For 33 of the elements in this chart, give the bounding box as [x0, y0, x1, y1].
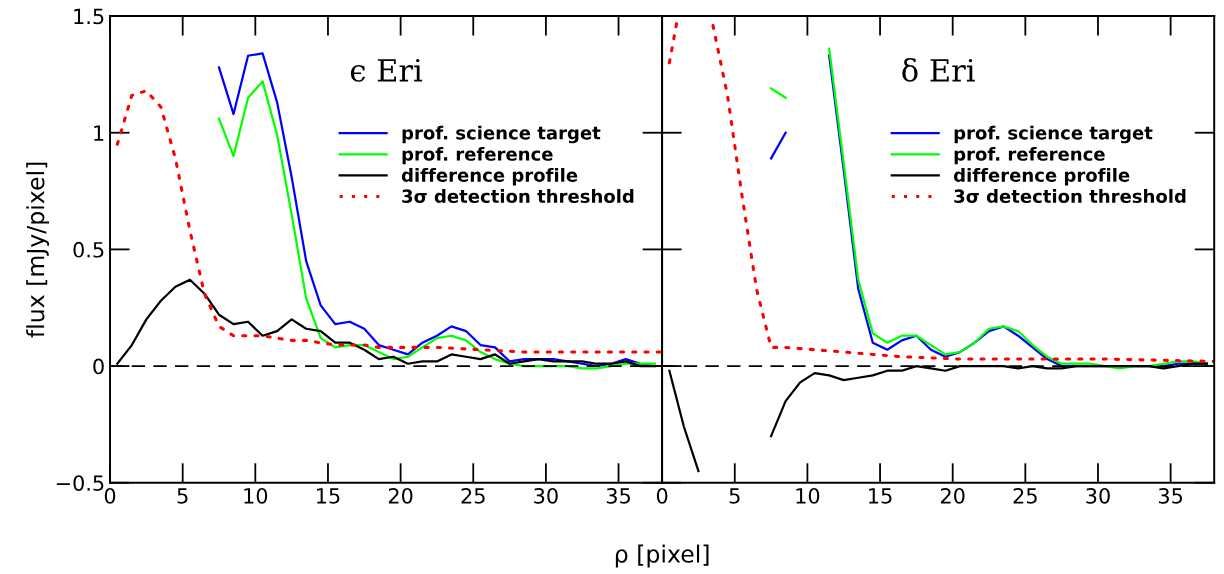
x-tick-label: 10 [244, 487, 268, 504]
legend-label: difference profile [953, 167, 1130, 186]
text: ϵ Eri [350, 58, 423, 82]
x-tick-label: 5 [177, 488, 188, 504]
x-tick-label: 30 [534, 487, 558, 504]
x-tick-label: 10 [796, 487, 820, 504]
x-tick-label: 15 [317, 488, 340, 504]
y-tick-label: 1 [94, 125, 104, 141]
legend-label: prof. reference [402, 146, 553, 165]
x-tick-label: 0 [104, 487, 116, 504]
legend-label: difference profile [401, 167, 578, 186]
x-axis-title: ρ [pixel] [615, 544, 709, 568]
y-tick-label: −0.5 [56, 475, 104, 491]
x-tick-label: 5 [729, 488, 740, 504]
x-tick-label: 20 [388, 487, 413, 504]
x-tick-label: 20 [940, 487, 965, 504]
x-tick-label: 15 [869, 488, 892, 504]
legend-label: prof. science target [402, 125, 601, 144]
y-tick-label: 1.5 [74, 8, 104, 25]
y-tick-label: 0 [93, 358, 104, 375]
legend-label: 3σ detection threshold [402, 189, 634, 204]
y-axis-title: flux [mJy/pixel] [26, 162, 50, 338]
y-tick-label: 0.5 [73, 241, 104, 258]
legend-label: prof. science target [954, 125, 1153, 144]
legend-label: 3σ detection threshold [954, 189, 1186, 204]
legend-label: prof. reference [954, 146, 1105, 165]
x-tick-label: 25 [461, 487, 485, 504]
x-tick-label: 0 [656, 487, 668, 504]
text: δ Eri [902, 58, 975, 82]
x-tick-label: 35 [1158, 487, 1183, 504]
x-tick-label: 30 [1086, 487, 1110, 504]
x-tick-label: 35 [606, 487, 630, 504]
x-tick-label: 25 [1013, 487, 1037, 504]
